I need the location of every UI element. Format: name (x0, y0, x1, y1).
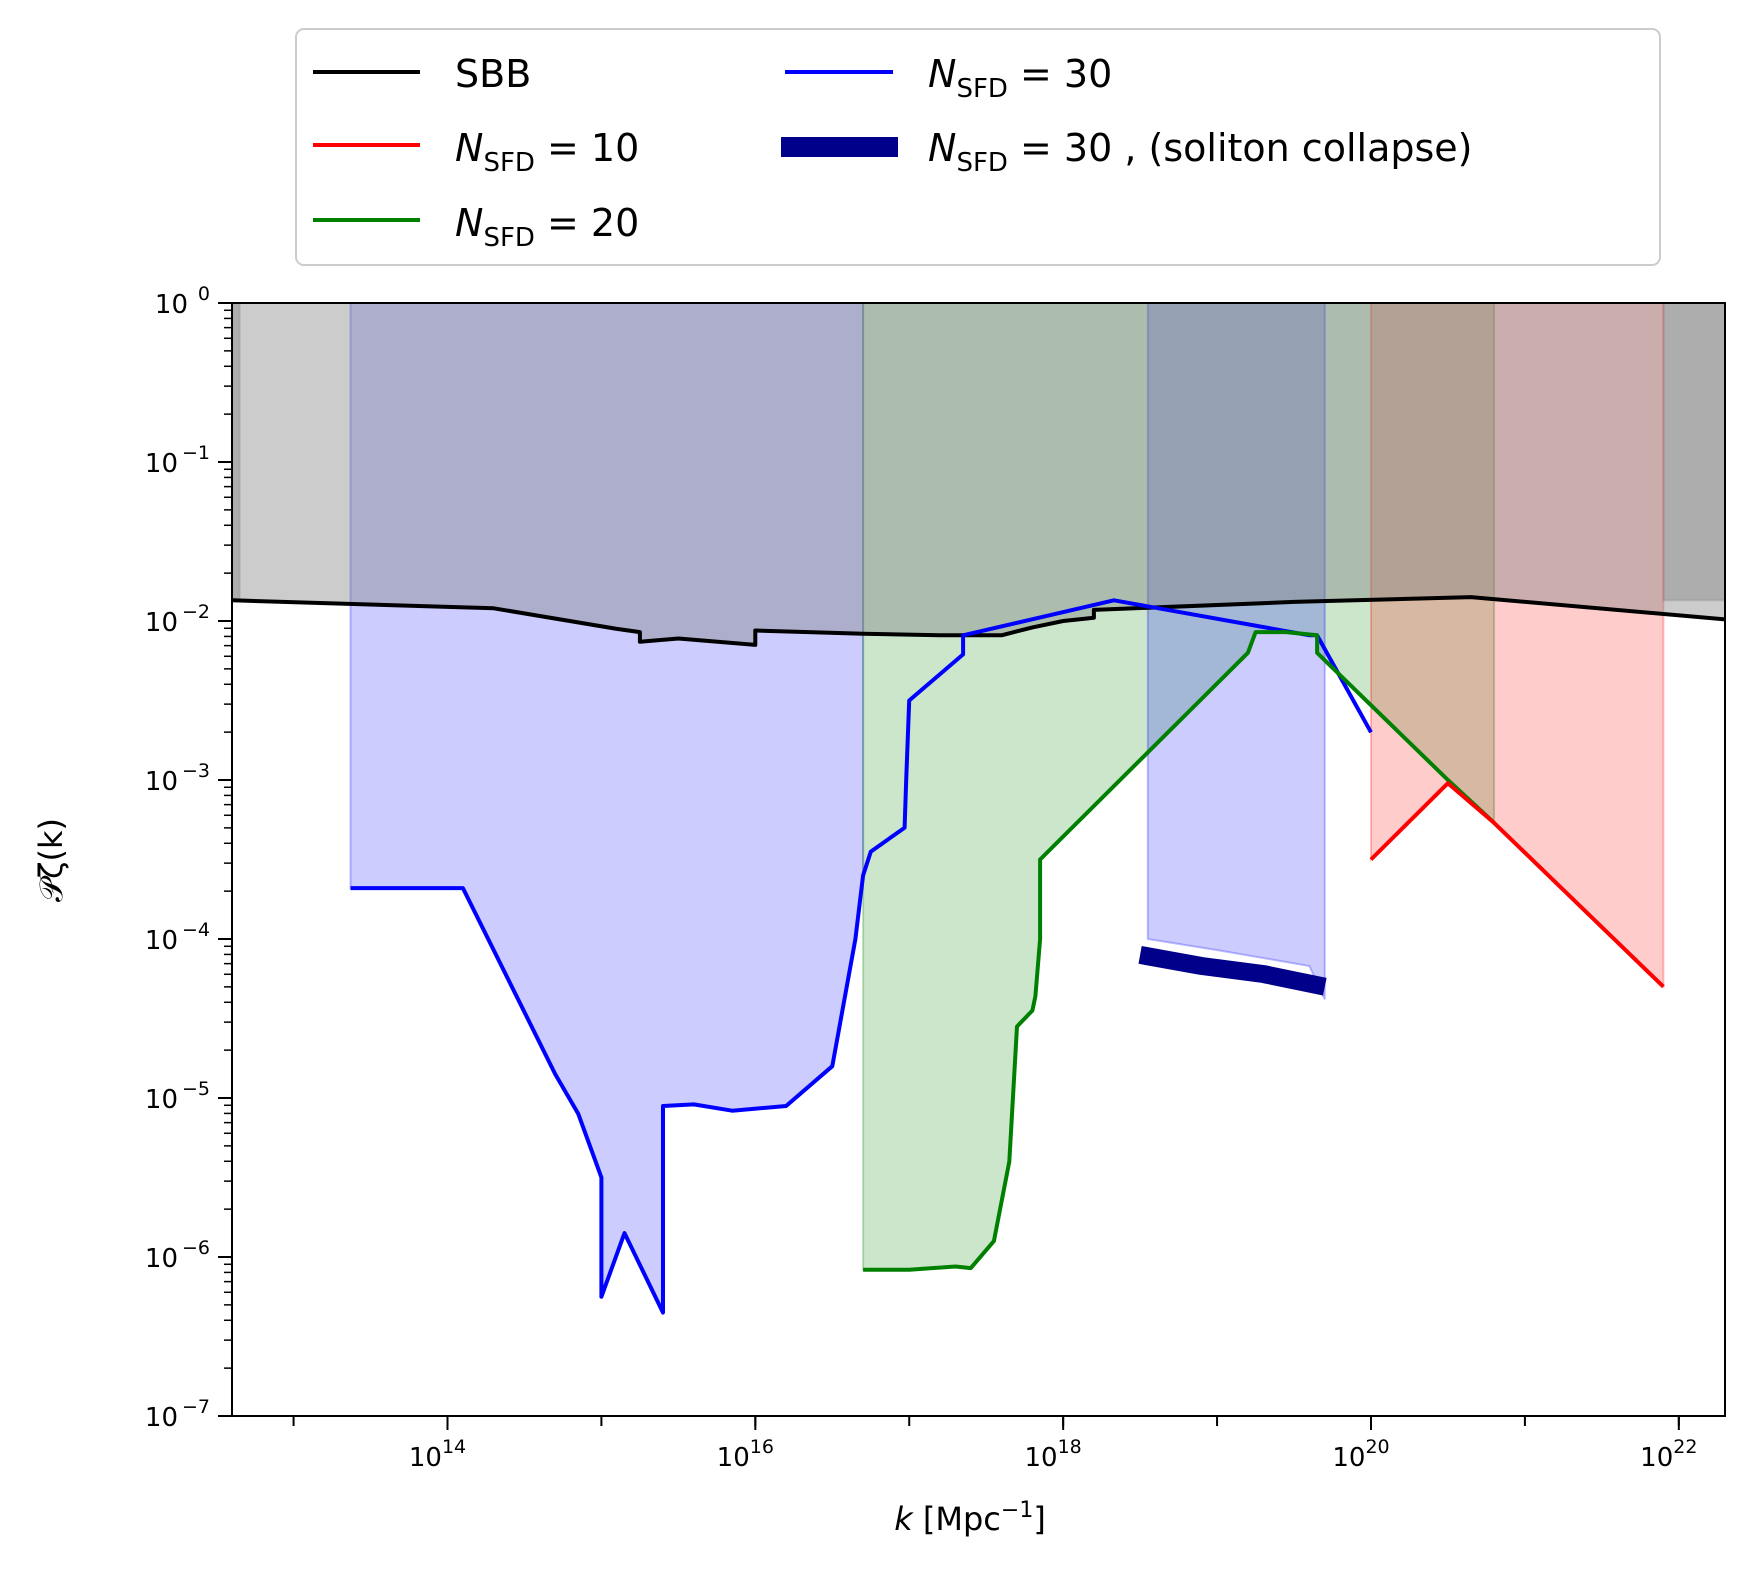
y-tick-label: 10 −3 (145, 760, 210, 797)
y-tick-label: 10 −7 (145, 1396, 210, 1433)
series-line-4 (1138, 946, 1327, 996)
x-tick-label: 1014 (409, 1436, 466, 1473)
series-line-1 (350, 598, 1373, 1315)
region-sbb-excluded (232, 303, 1725, 645)
legend-entry-n30-soliton: NSFD = 30 , (soliton collapse) (781, 126, 1472, 178)
series-line-2 (863, 630, 1496, 1272)
x-tick-label: 1020 (1332, 1436, 1389, 1473)
x-tick-label: 1016 (717, 1436, 774, 1473)
series-line-0 (232, 595, 1725, 647)
legend-entry-n20: NSFD = 20 (313, 201, 639, 253)
legend-entry-n30: NSFD = 30 (785, 52, 1112, 104)
series-lines (232, 595, 1725, 1315)
legend-label-sbb: SBB (455, 52, 531, 96)
legend-entry-sbb: SBB (313, 52, 531, 96)
shaded-regions (232, 303, 1725, 1314)
y-tick-label: 10 −6 (145, 1237, 210, 1274)
legend-label-n30: NSFD = 30 (928, 52, 1112, 104)
x-axis: 1014 1016 1018 1020 1022 (292, 1416, 1697, 1473)
legend-label-n20: NSFD = 20 (455, 201, 639, 253)
y-tick-label: 10 −4 (145, 919, 210, 956)
legend-box (295, 28, 1661, 266)
legend: SBB NSFD = 10 NSFD = 20 NSFD = 30 NSFD =… (295, 28, 1661, 266)
y-tick-label: 10 −2 (145, 601, 210, 638)
y-axis-label: 𝒫ζ(k) (32, 818, 70, 902)
region-sbb-band-right (1662, 303, 1725, 602)
legend-label-n30-soliton: NSFD = 30 , (soliton collapse) (928, 126, 1472, 178)
legend-label-n10: NSFD = 10 (455, 126, 639, 178)
x-axis-label: k [Mpc−1] (894, 1498, 1046, 1538)
y-tick-label: 10 −5 (145, 1078, 210, 1115)
region-n30s-band (1146, 303, 1326, 1000)
y-tick-label: 10 −1 (145, 442, 210, 479)
axes-frame (231, 302, 1726, 1417)
x-tick-label: 1018 (1025, 1436, 1082, 1473)
legend-entry-n10: NSFD = 10 (313, 126, 639, 178)
y-tick-label: 10 0 (155, 283, 210, 320)
series-line-3 (1369, 781, 1665, 989)
x-tick-label: 1022 (1640, 1436, 1697, 1473)
